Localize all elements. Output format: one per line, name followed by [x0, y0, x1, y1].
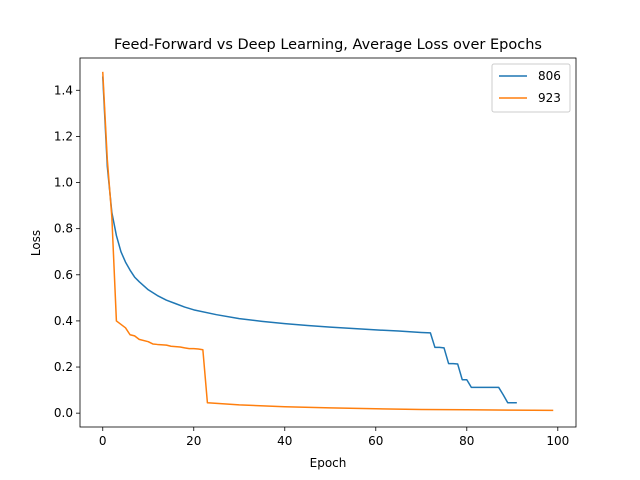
chart-title: Feed-Forward vs Deep Learning, Average L… — [114, 37, 542, 53]
plot-lines — [102, 71, 554, 412]
series-line-923 — [102, 71, 554, 412]
y-tick-label: 1.0 — [54, 176, 73, 190]
y-axis-ticks: 0.0 0.2 0.4 0.6 0.8 1.0 1.2 1.4 — [54, 83, 80, 420]
y-tick-label: 0.0 — [54, 406, 73, 420]
y-tick-label: 0.6 — [54, 268, 73, 282]
y-tick-label: 1.2 — [54, 129, 73, 143]
legend-label-806: 806 — [538, 69, 561, 83]
legend: 806 923 — [491, 63, 571, 113]
x-axis-label: Epoch — [310, 456, 347, 470]
x-tick-label: 40 — [277, 434, 292, 448]
x-tick-label: 0 — [99, 434, 107, 448]
y-axis-label: Loss — [29, 230, 43, 256]
y-tick-label: 0.2 — [54, 360, 73, 374]
legend-label-923: 923 — [538, 91, 561, 105]
x-tick-label: 60 — [368, 434, 383, 448]
series-line-806 — [102, 76, 517, 404]
x-tick-label: 80 — [459, 434, 474, 448]
plot-frame — [79, 57, 577, 428]
x-tick-label: 20 — [186, 434, 201, 448]
y-tick-label: 0.8 — [54, 222, 73, 236]
x-tick-label: 100 — [546, 434, 569, 448]
y-tick-label: 0.4 — [54, 314, 73, 328]
x-axis-ticks: 0 20 40 60 80 100 — [99, 427, 569, 448]
y-tick-label: 1.4 — [54, 83, 73, 97]
